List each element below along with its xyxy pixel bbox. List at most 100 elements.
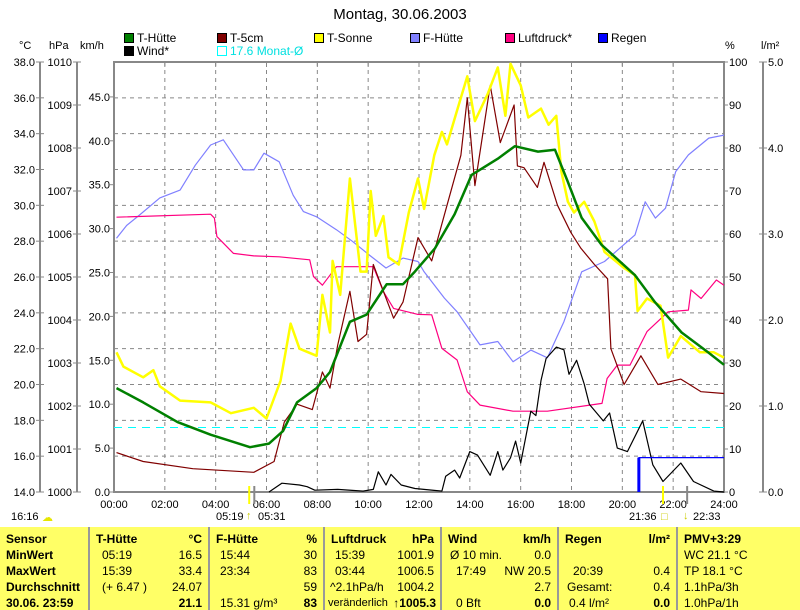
sun-icon: ☁	[42, 512, 53, 524]
legend-label: T-Hütte	[137, 31, 177, 45]
series-line-luftdruck-	[116, 213, 725, 412]
rain-tick-label: 1.0	[768, 401, 783, 413]
percent-tick-label: 30	[729, 358, 741, 370]
percent-tick-label: 100	[729, 57, 747, 69]
percent-tick-label: 80	[729, 143, 741, 155]
hpa-tick-label: 1000	[48, 487, 72, 499]
cell-time: 20:39	[573, 564, 604, 578]
axis-unit-celsius: °C	[19, 40, 32, 52]
cell-value: 30	[303, 548, 317, 562]
axis-unit-rain: l/m²	[761, 40, 780, 52]
legend-wind: Wind*	[124, 44, 169, 58]
cell-time: 15:39	[335, 548, 366, 562]
cell-value: 2.7	[534, 580, 551, 594]
axis-unit-hpa: hPa	[49, 40, 69, 52]
rain-tick-label: 4.0	[768, 143, 783, 155]
cell-label: Gesamt:	[567, 580, 613, 594]
rain-tick-label: 2.0	[768, 315, 783, 327]
legend-label: Wind*	[137, 44, 170, 58]
row-label-max: MaxWert	[6, 564, 56, 578]
column-header: F-Hütte	[216, 532, 258, 546]
regen-column: Regen l/m² 20:39 0.4 Gesamt: 0.4 0.4 l/m² 0.…	[557, 527, 676, 610]
x-tick-label: 22:00	[659, 499, 687, 511]
cell-value: NW 20.5	[504, 564, 551, 578]
legend-label: Regen	[611, 31, 647, 45]
sensor-column: Sensor MinWert MaxWert Durchschnitt 30.0…	[0, 527, 88, 610]
cell-time: 23:34	[220, 564, 251, 578]
axis-unit-kmh: km/h	[80, 40, 104, 52]
x-tick-label: 02:00	[151, 499, 179, 511]
legend-f-huette: F-Hütte	[410, 31, 463, 45]
column-unit: km/h	[522, 532, 551, 546]
x-tick-label: 18:00	[558, 499, 586, 511]
min-time-label: 05:19	[216, 511, 244, 523]
cell-value: 24.07	[171, 580, 202, 594]
series-line-t-sonne	[115, 62, 725, 420]
cell-value: 16.5	[178, 548, 202, 562]
percent-tick-label: 90	[729, 100, 741, 112]
cell-current-value: 0.0	[534, 596, 551, 610]
column-unit: hPa	[411, 532, 434, 546]
column-header: T-Hütte	[96, 532, 138, 546]
statistics-table: Sensor MinWert MaxWert Durchschnitt 30.0…	[0, 527, 800, 610]
percent-tick-label: 40	[729, 315, 741, 327]
row-label-min: MinWert	[6, 548, 54, 562]
t-huette-column: T-Hütte °C 05:19 16.5 15:39 33.4 (+ 6.47 ) 2…	[88, 527, 208, 610]
column-header: Wind	[448, 532, 478, 546]
legend-swatch	[124, 33, 134, 43]
cell-pressure-3h: 1.1hPa/3h	[684, 580, 739, 594]
cell-value: 33.4	[178, 564, 202, 578]
cell-time: 15:39	[102, 564, 133, 578]
cell-current-value: 83	[303, 596, 317, 610]
current-time: 16:16	[11, 511, 39, 523]
luftdruck-column: Luftdruck hPa 15:39 1001.9 03:44 1006.5 ^2.…	[323, 527, 440, 610]
sunrise-time: 05:31	[258, 511, 286, 523]
legend-t-5cm: T-5cm	[217, 31, 263, 45]
celsius-tick-label: 36.0	[14, 93, 35, 105]
row-label-current: 30.06. 23:59	[6, 596, 74, 610]
legend-label: Luftdruck*	[518, 31, 573, 45]
cell-current-value: 1005.3	[399, 596, 436, 610]
celsius-tick-label: 30.0	[14, 200, 35, 212]
column-header: PMV+3:29	[684, 532, 742, 546]
celsius-tick-label: 24.0	[14, 308, 35, 320]
column-unit: °C	[188, 532, 202, 546]
kmh-tick-label: 25.0	[89, 268, 110, 280]
cell-value: 1001.9	[397, 548, 434, 562]
series-line-f-h-tte	[116, 134, 725, 363]
cell-value: 1006.5	[397, 564, 434, 578]
cell-value: 0.4	[653, 580, 670, 594]
cell-time: 03:44	[335, 564, 366, 578]
chart-canvas: 00:00 02:00 04:00 06:00 08:00 10:00 12:00 14:00…	[14, 57, 784, 511]
cell-windchill: WC 21.1 °C	[684, 548, 748, 562]
x-tick-label: 14:00	[456, 499, 484, 511]
legend-swatch	[124, 46, 134, 56]
hpa-tick-label: 1010	[48, 57, 72, 69]
x-tick-label: 04:00	[202, 499, 230, 511]
column-unit: %	[306, 532, 317, 546]
x-tick-label: 20:00	[609, 499, 637, 511]
celsius-tick-label: 20.0	[14, 380, 35, 392]
column-unit: l/m²	[648, 532, 670, 546]
axis-unit-percent: %	[725, 40, 735, 52]
series-line-wind-	[268, 346, 725, 493]
legend-swatch	[217, 33, 227, 43]
cell-pressure-1h: 1.0hPa/1h	[684, 596, 739, 610]
series-line-t-h-tte	[115, 144, 725, 449]
cell-value: 83	[303, 564, 317, 578]
x-tick-label: 16:00	[507, 499, 535, 511]
kmh-tick-label: 15.0	[89, 355, 110, 367]
row-label-avg: Durchschnitt	[6, 580, 81, 594]
celsius-tick-label: 22.0	[14, 344, 35, 356]
celsius-tick-label: 14.0	[14, 487, 35, 499]
celsius-tick-label: 18.0	[14, 415, 35, 427]
legend-swatch	[217, 46, 227, 56]
series-line-t-5cm	[116, 84, 725, 473]
legend-label: 17.6 Monat-Ø	[230, 44, 304, 58]
cell-value: 0.0	[534, 548, 551, 562]
celsius-tick-label: 32.0	[14, 165, 35, 177]
sunset-icon: ↓	[683, 510, 689, 522]
legend-swatch	[598, 33, 608, 43]
cell-current-value: 21.1	[178, 596, 202, 610]
kmh-tick-label: 30.0	[89, 224, 110, 236]
